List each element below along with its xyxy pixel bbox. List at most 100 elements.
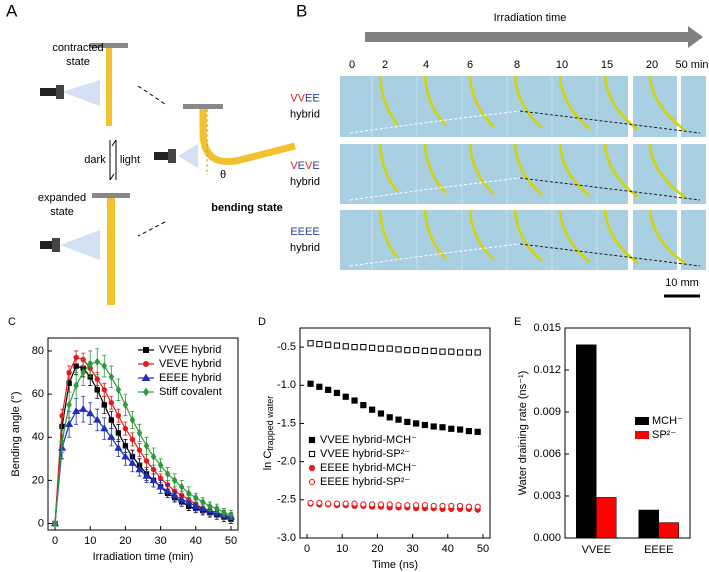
row-letter: E	[290, 226, 297, 238]
time-label: 10	[556, 59, 568, 71]
row-letter: E	[312, 226, 319, 238]
arrow-head	[109, 139, 117, 181]
fiber	[603, 143, 639, 199]
marker	[228, 510, 234, 519]
marker	[404, 418, 411, 426]
fiber	[468, 75, 495, 128]
marker	[94, 387, 100, 393]
marker	[360, 501, 367, 508]
y-tick-label: -1.0	[277, 379, 296, 391]
marker	[456, 502, 464, 510]
legend-marker	[143, 347, 149, 353]
y-tick-label: 0.009	[533, 406, 561, 418]
photo-frame	[681, 210, 706, 270]
marker	[474, 428, 481, 435]
marker	[439, 424, 446, 431]
fiber	[378, 143, 399, 193]
marker	[100, 424, 109, 432]
marker	[94, 376, 100, 382]
marker	[122, 425, 129, 432]
marker	[456, 426, 464, 433]
marker	[325, 500, 332, 507]
row-letter: V	[298, 92, 306, 104]
marker	[395, 346, 402, 353]
fiber	[378, 75, 399, 126]
legend-marker	[142, 387, 150, 397]
row-letter: E	[312, 160, 319, 172]
legend-label: EEEE hybrid-MCH⁻	[320, 462, 417, 474]
panel-label: A	[6, 1, 18, 20]
fiber	[648, 209, 687, 266]
marker	[163, 486, 172, 494]
trajectory	[519, 177, 701, 201]
x-axis-label: Time (ns)	[372, 559, 418, 571]
x-tick-label: VVEE	[582, 544, 611, 556]
x-tick-label: 20	[371, 543, 383, 555]
panel-b: B Irradiation time 0 2 4 6 8 10 15 20 50 minVVEE…	[290, 1, 709, 298]
marker	[101, 361, 108, 371]
marker	[79, 405, 88, 412]
row-letter: V	[290, 92, 298, 104]
legend-label: VVEE hybrid-MCH⁻	[320, 434, 417, 446]
x-tick-label: 0	[52, 535, 58, 547]
lamp	[56, 85, 64, 99]
marker	[421, 421, 429, 429]
marker	[108, 417, 115, 423]
y-tick-label: 80	[32, 345, 44, 357]
marker	[421, 502, 429, 509]
time-label: 6	[467, 59, 473, 71]
y-axis-label-sub: trapped water	[265, 396, 275, 451]
marker	[114, 443, 123, 451]
dashed-arrow	[137, 85, 166, 105]
bar	[596, 497, 617, 539]
x-tick-label: 0	[304, 543, 310, 555]
ceiling	[183, 104, 223, 109]
y-tick-label: 20	[32, 474, 44, 486]
marker	[157, 475, 164, 481]
photo-frame	[340, 210, 628, 270]
marker	[73, 363, 79, 369]
bent-fiber	[199, 109, 296, 165]
fiber	[468, 209, 495, 261]
scale-label: 10 mm	[665, 277, 699, 289]
marker	[150, 466, 157, 473]
x-tick-label: 40	[442, 543, 454, 555]
x-tick-label: 10	[84, 535, 96, 547]
marker	[377, 410, 385, 417]
marker	[413, 347, 420, 354]
fiber	[558, 143, 591, 197]
marker	[93, 415, 102, 423]
x-tick-label: 30	[406, 543, 418, 555]
bending-label: bending state	[211, 202, 283, 214]
marker	[351, 343, 358, 351]
legend-label: EEEE hybrid	[159, 372, 221, 384]
marker	[101, 387, 107, 393]
row-sublabel: hybrid	[290, 176, 320, 188]
marker	[200, 497, 206, 507]
marker	[178, 482, 185, 491]
marker	[413, 420, 420, 427]
time-label: 20	[646, 59, 658, 71]
marker	[94, 357, 101, 366]
light-cone	[60, 230, 100, 260]
marker	[136, 428, 143, 438]
marker	[143, 441, 150, 450]
bar	[658, 522, 679, 539]
row-letter: E	[298, 226, 305, 238]
marker	[307, 380, 314, 387]
marker	[107, 433, 116, 440]
marker	[136, 447, 143, 453]
y-tick-label: 0.012	[533, 364, 561, 376]
time-label: 15	[601, 59, 613, 71]
marker	[115, 430, 122, 436]
row-letter: V	[305, 160, 313, 172]
theta: θ	[220, 169, 226, 181]
marker	[448, 425, 455, 432]
legend-marker	[143, 361, 149, 367]
y-tick-label: -2.5	[277, 494, 296, 506]
plot-frame	[564, 327, 691, 539]
panel-a: A contracted state dark light expanded s…	[6, 1, 296, 305]
row-letter: V	[290, 160, 298, 172]
lamp	[52, 238, 60, 252]
x-tick-label: 40	[190, 535, 202, 547]
